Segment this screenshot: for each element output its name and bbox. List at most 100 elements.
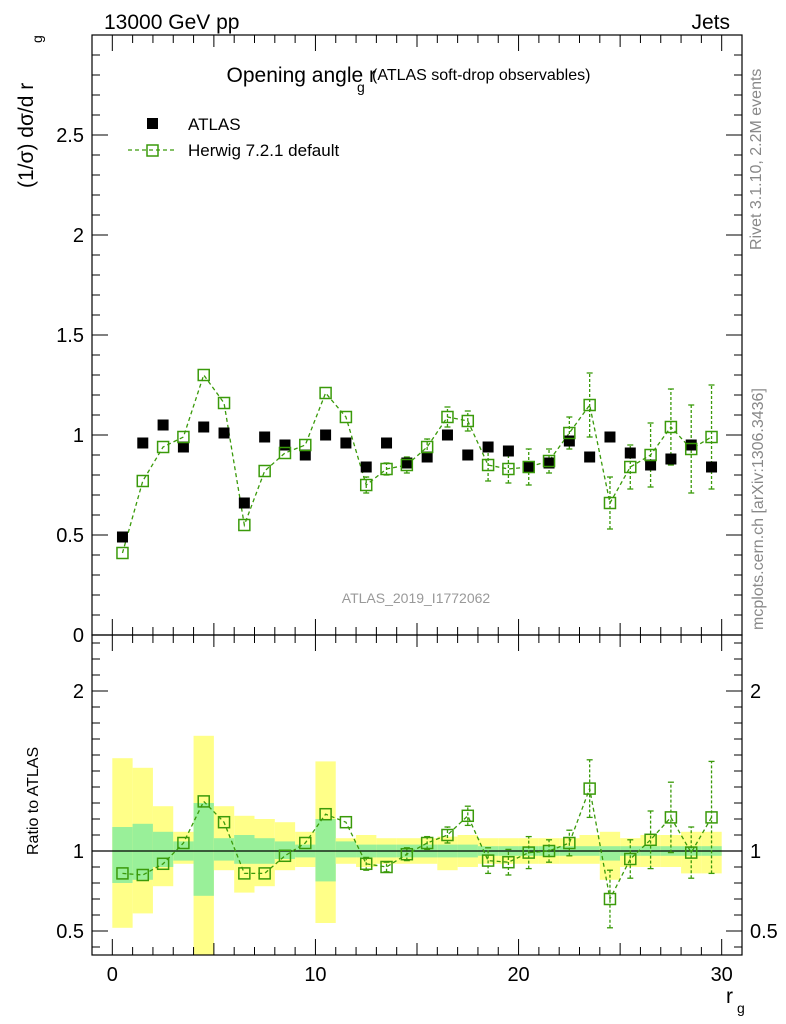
ratio-herwig-point-21 [542,844,556,858]
ratio-herwig-point-16 [441,828,454,842]
ratio-herwig-point-17 [461,809,475,823]
ratio-ytick-label-left-0: 0.5 [56,921,84,943]
ratio-herwig-point-0 [116,867,129,880]
main-herwig-point-19 [502,462,515,476]
main-herwig-point-12 [359,478,373,492]
main-atlas-point-27 [665,453,677,465]
ratio-band-inner-11 [335,841,357,858]
ratio-herwig-point-7 [258,867,271,880]
analysis-watermark: ATLAS_2019_I1772062 [342,590,491,606]
ratio-herwig-point-13 [380,860,393,874]
main-atlas-point-29 [706,461,718,473]
ratio-herwig-point-1 [136,868,150,882]
main-atlas-point-6 [238,497,250,509]
main-atlas-point-26 [645,459,657,471]
main-herwig-point-24 [603,496,617,510]
main-title: Opening angle r [227,64,376,87]
xaxis-label-subscript: g [737,1000,745,1016]
ratio-band-inner-5 [213,838,235,861]
main-ytick-label-4: 2 [73,225,84,247]
main-atlas-point-23 [584,451,596,463]
xtick-label-20: 20 [507,964,529,986]
ratio-herwig-point-20 [522,846,535,859]
main-atlas-point-10 [320,429,332,441]
process-label: Jets [691,11,730,34]
legend-label-herwig: Herwig 7.2.1 default [188,141,339,160]
main-atlas-point-24 [604,431,616,443]
xtick-label-0: 0 [107,964,118,986]
main-atlas-point-22 [563,435,575,447]
main-ytick-label-5: 2.5 [56,125,84,147]
main-atlas-point-3 [177,441,189,453]
main-atlas-point-21 [543,457,555,469]
main-herwig-point-17 [461,414,475,428]
main-herwig-point-7 [258,464,271,478]
ratio-herwig-point-27 [664,811,678,824]
main-atlas-point-9 [299,449,311,461]
ratio-ytick-label-right-2: 2 [750,681,761,703]
main-title-subscript: g [357,79,365,95]
main-atlas-point-11 [340,437,352,449]
xtick-label-10: 10 [304,964,326,986]
ratio-ytick-label-left-1: 1 [73,841,84,863]
main-atlas-point-19 [502,445,514,457]
main-mc-line [121,373,712,554]
main-atlas-point-14 [401,457,413,469]
ratio-herwig-point-8 [278,849,292,863]
ratio-herwig-point-23 [583,782,596,795]
main-herwig-point-18 [481,458,495,472]
legend-marker-herwig [146,144,159,157]
main-ytick-label-0: 0 [73,625,84,647]
main-herwig-point-27 [664,420,678,434]
ratio-herwig-point-14 [400,847,414,861]
main-ylabel: (1/σ) dσ/d r [15,83,38,188]
main-herwig-point-28 [684,442,698,456]
main-atlas-point-0 [116,531,128,543]
main-herwig-point-20 [522,460,535,474]
main-herwig-point-2 [156,440,170,454]
main-herwig-point-15 [420,440,434,454]
ratio-herwig-point-19 [502,855,515,869]
main-atlas-point-16 [441,429,453,441]
main-herwig-point-4 [197,368,210,382]
main-herwig-point-23 [583,398,596,412]
main-atlas-point-8 [279,439,291,451]
main-herwig-point-0 [116,546,129,560]
ratio-herwig-point-5 [217,815,231,829]
xtick-label-30: 30 [711,964,733,986]
main-ytick-label-2: 1 [73,425,84,447]
ratio-herwig-point-6 [238,867,251,880]
main-title-suffix: (ATLAS soft-drop observables) [372,67,590,84]
legend-label-atlas: ATLAS [188,115,241,134]
main-atlas-point-13 [381,437,393,449]
ratio-band-inner-2 [152,831,174,867]
ratio-herwig-point-26 [644,833,657,847]
main-herwig-point-21 [542,454,556,468]
main-herwig-point-25 [624,460,637,474]
main-herwig-point-3 [177,430,190,444]
ratio-ytick-label-right-0: 0.5 [750,921,778,943]
main-herwig-point-10 [319,386,332,400]
ratio-herwig-point-28 [684,846,698,859]
main-atlas-point-7 [259,431,271,443]
rivet-version-label: Rivet 3.1.10, 2.2M events [748,69,765,250]
ratio-ytick-label-right-1: 1 [750,841,761,863]
main-ylabel-subscript: g [29,35,45,43]
mcplots-label: mcplots.cern.ch [arXiv:1306.3436] [750,388,767,630]
ratio-herwig-point-15 [420,836,434,850]
ratio-ylabel: Ratio to ATLAS [25,747,42,855]
ratio-herwig-point-29 [705,811,718,824]
ratio-herwig-point-18 [481,854,495,867]
ratio-band-inner-4 [193,803,214,896]
main-atlas-point-5 [218,427,230,439]
main-atlas-point-1 [137,437,149,449]
legend: ATLAS Herwig 7.2.1 default [128,115,339,160]
main-herwig-point-11 [339,410,353,424]
main-herwig-point-9 [299,438,312,452]
main-atlas-point-15 [421,451,433,463]
main-atlas-point-25 [624,447,636,459]
main-atlas-point-18 [482,441,494,453]
main-atlas-point-20 [523,461,535,473]
main-atlas-point-17 [462,449,474,461]
